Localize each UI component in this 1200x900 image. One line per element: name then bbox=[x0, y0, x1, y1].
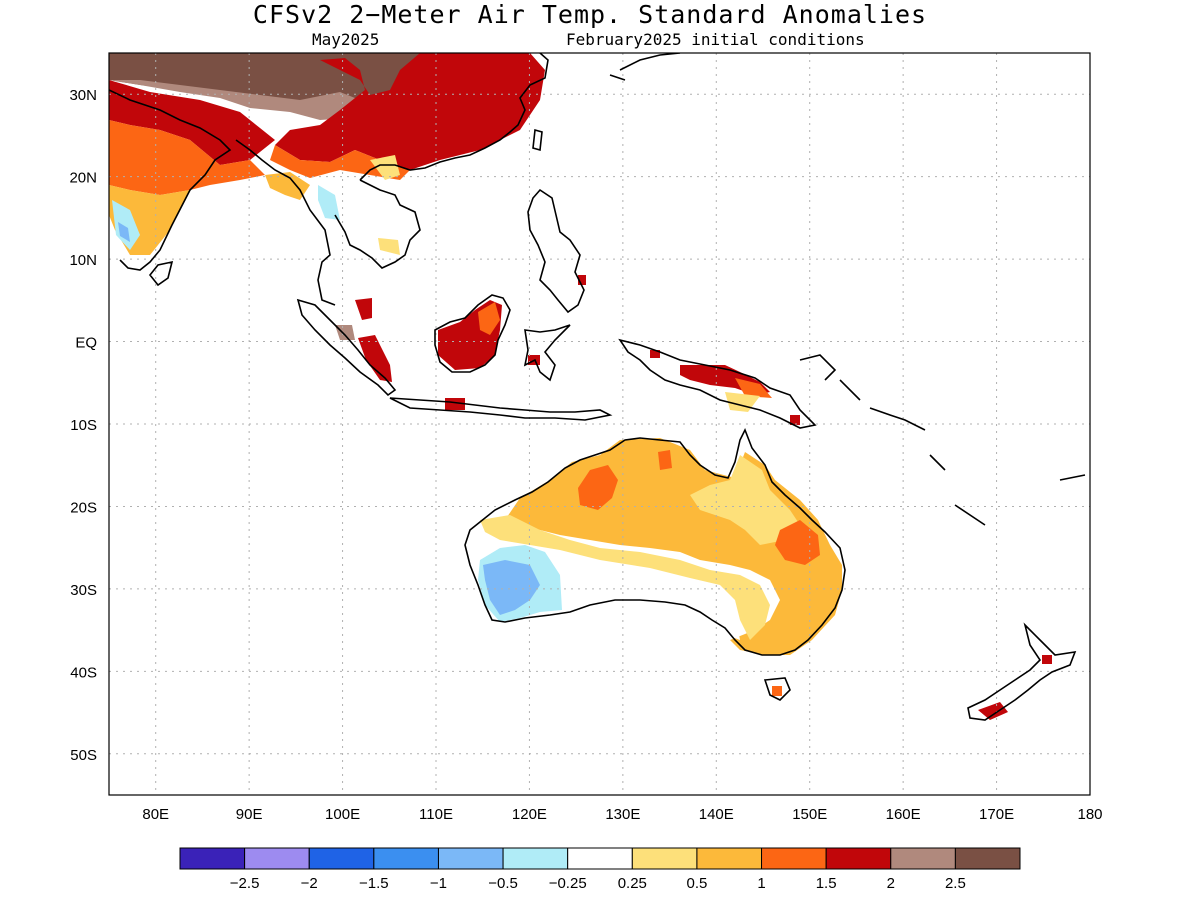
colorbar: −2.5 −2 −1.5 −1 −0.5 −0.25 0.25 0.5 1 1.5 2 2.5 bbox=[179, 847, 1021, 892]
lat-tick-label: 10N bbox=[69, 252, 97, 269]
coast-philippines bbox=[527, 188, 585, 314]
lat-tick-label: 30S bbox=[70, 582, 97, 599]
colorbar-label: 0.5 bbox=[686, 875, 707, 892]
region-india-vhigh bbox=[109, 80, 275, 165]
region-china-high bbox=[270, 145, 410, 180]
colorbar-label: −1.5 bbox=[359, 875, 389, 892]
coast-new-zealand bbox=[967, 622, 1077, 721]
colorbar-label: −2.5 bbox=[230, 875, 260, 892]
colorbar-swatch bbox=[437, 847, 504, 870]
region-indochina-neg bbox=[318, 185, 340, 220]
coast-sumatra bbox=[296, 298, 397, 397]
coast-borneo bbox=[434, 294, 511, 373]
region-sumatra-vhigh bbox=[355, 298, 392, 382]
region-australia-negs bbox=[483, 560, 540, 615]
coast-taiwan bbox=[532, 128, 543, 152]
region-indochina-mod bbox=[265, 172, 310, 200]
region-india-neg-strong bbox=[118, 222, 130, 242]
lat-tick-label: 10S bbox=[70, 417, 97, 434]
colorbar-label: 1 bbox=[757, 875, 765, 892]
colorbar-swatch bbox=[631, 847, 698, 870]
lat-tick-label: 40S bbox=[70, 664, 97, 681]
colorbar-label: −0.5 bbox=[488, 875, 518, 892]
colorbar-label: 2 bbox=[887, 875, 895, 892]
region-india-high bbox=[109, 120, 265, 195]
anomaly-fields bbox=[109, 53, 1052, 720]
lon-tick-label: 90E bbox=[236, 806, 263, 823]
map-title: CFSv2 2−Meter Air Temp. Standard Anomali… bbox=[252, 0, 928, 29]
lon-tick-label: 130E bbox=[605, 806, 640, 823]
coast-sulawesi bbox=[523, 324, 571, 382]
colorbar-swatch bbox=[308, 847, 375, 870]
colorbar-swatch bbox=[179, 847, 246, 870]
lon-tick-label: 120E bbox=[512, 806, 547, 823]
initial-conditions-label: February2025 initial conditions bbox=[566, 30, 865, 49]
coast-australia bbox=[464, 428, 846, 656]
grid-lines bbox=[109, 53, 1090, 795]
coast-japan bbox=[609, 53, 681, 81]
coastlines bbox=[109, 53, 1086, 721]
colorbar-swatch bbox=[825, 847, 892, 870]
lon-tick-label: 80E bbox=[142, 806, 169, 823]
lon-tick-label: 110E bbox=[419, 806, 453, 823]
colorbar-label: −2 bbox=[301, 875, 318, 892]
region-australia-weak bbox=[480, 455, 800, 640]
lat-tick-label: 30N bbox=[69, 87, 97, 104]
lat-tick-label: 20S bbox=[70, 499, 97, 516]
lon-tick-label: 150E bbox=[792, 806, 827, 823]
colorbar-label: 2.5 bbox=[945, 875, 966, 892]
lon-tick-label: 170E bbox=[979, 806, 1014, 823]
colorbar-swatch bbox=[954, 847, 1021, 870]
lon-tick-label: 140E bbox=[699, 806, 734, 823]
coast-newguinea bbox=[618, 338, 817, 429]
colorbar-label: 0.25 bbox=[618, 875, 647, 892]
region-newguinea-high bbox=[735, 378, 772, 398]
colorbar-swatch bbox=[696, 847, 763, 870]
colorbar-swatch bbox=[502, 847, 569, 870]
lon-tick-label: 180 bbox=[1077, 806, 1102, 823]
colorbar-label: 1.5 bbox=[816, 875, 837, 892]
coast-asia bbox=[109, 53, 549, 306]
valid-month-label: May2025 bbox=[312, 30, 380, 49]
axis-ticks: 80E 90E 100E 110E 120E 130E 140E 150E 160E 170E 18… bbox=[69, 87, 1102, 823]
colorbar-label: −0.25 bbox=[549, 875, 587, 892]
region-australia-high bbox=[578, 450, 820, 565]
region-sumatra-ext bbox=[335, 325, 355, 340]
colorbar-swatch bbox=[567, 847, 633, 870]
region-nz-vhigh bbox=[978, 655, 1052, 720]
colorbar-swatch bbox=[244, 847, 310, 870]
colorbar-swatch bbox=[761, 847, 827, 870]
coast-melanesia bbox=[799, 354, 1086, 526]
region-tibet-ext bbox=[109, 80, 360, 120]
region-china-vhigh bbox=[275, 53, 545, 170]
region-india-neg bbox=[112, 200, 140, 250]
region-tasmania bbox=[772, 686, 782, 696]
colorbar-label: −1 bbox=[430, 875, 447, 892]
lat-tick-label: EQ bbox=[75, 335, 97, 352]
map-frame bbox=[108, 52, 1091, 796]
region-java-vhigh bbox=[445, 398, 465, 410]
region-borneo-high bbox=[478, 302, 500, 335]
coast-tasmania bbox=[763, 677, 791, 701]
lat-tick-label: 50S bbox=[70, 747, 97, 764]
region-small-vhigh bbox=[528, 275, 800, 425]
lon-tick-label: 100E bbox=[325, 806, 360, 823]
colorbar-swatch bbox=[890, 847, 956, 870]
coast-java bbox=[389, 397, 613, 421]
colorbar-swatch bbox=[373, 847, 439, 870]
lat-tick-label: 20N bbox=[69, 170, 97, 187]
lon-tick-label: 160E bbox=[886, 806, 921, 823]
